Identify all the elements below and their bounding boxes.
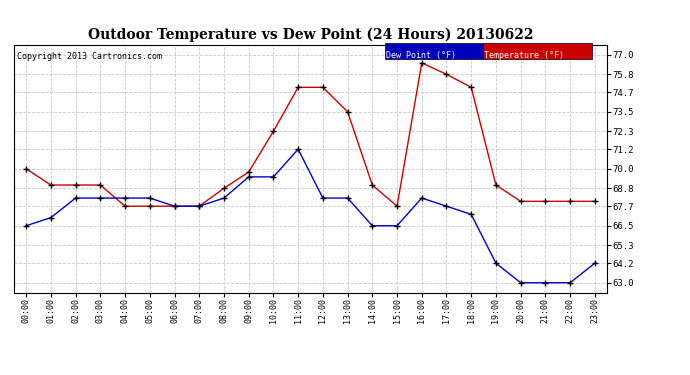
Text: Temperature (°F): Temperature (°F) (484, 51, 564, 60)
Text: Copyright 2013 Cartronics.com: Copyright 2013 Cartronics.com (17, 53, 161, 62)
FancyBboxPatch shape (482, 42, 593, 58)
FancyBboxPatch shape (385, 42, 482, 58)
Text: Dew Point (°F): Dew Point (°F) (386, 51, 456, 60)
Title: Outdoor Temperature vs Dew Point (24 Hours) 20130622: Outdoor Temperature vs Dew Point (24 Hou… (88, 28, 533, 42)
